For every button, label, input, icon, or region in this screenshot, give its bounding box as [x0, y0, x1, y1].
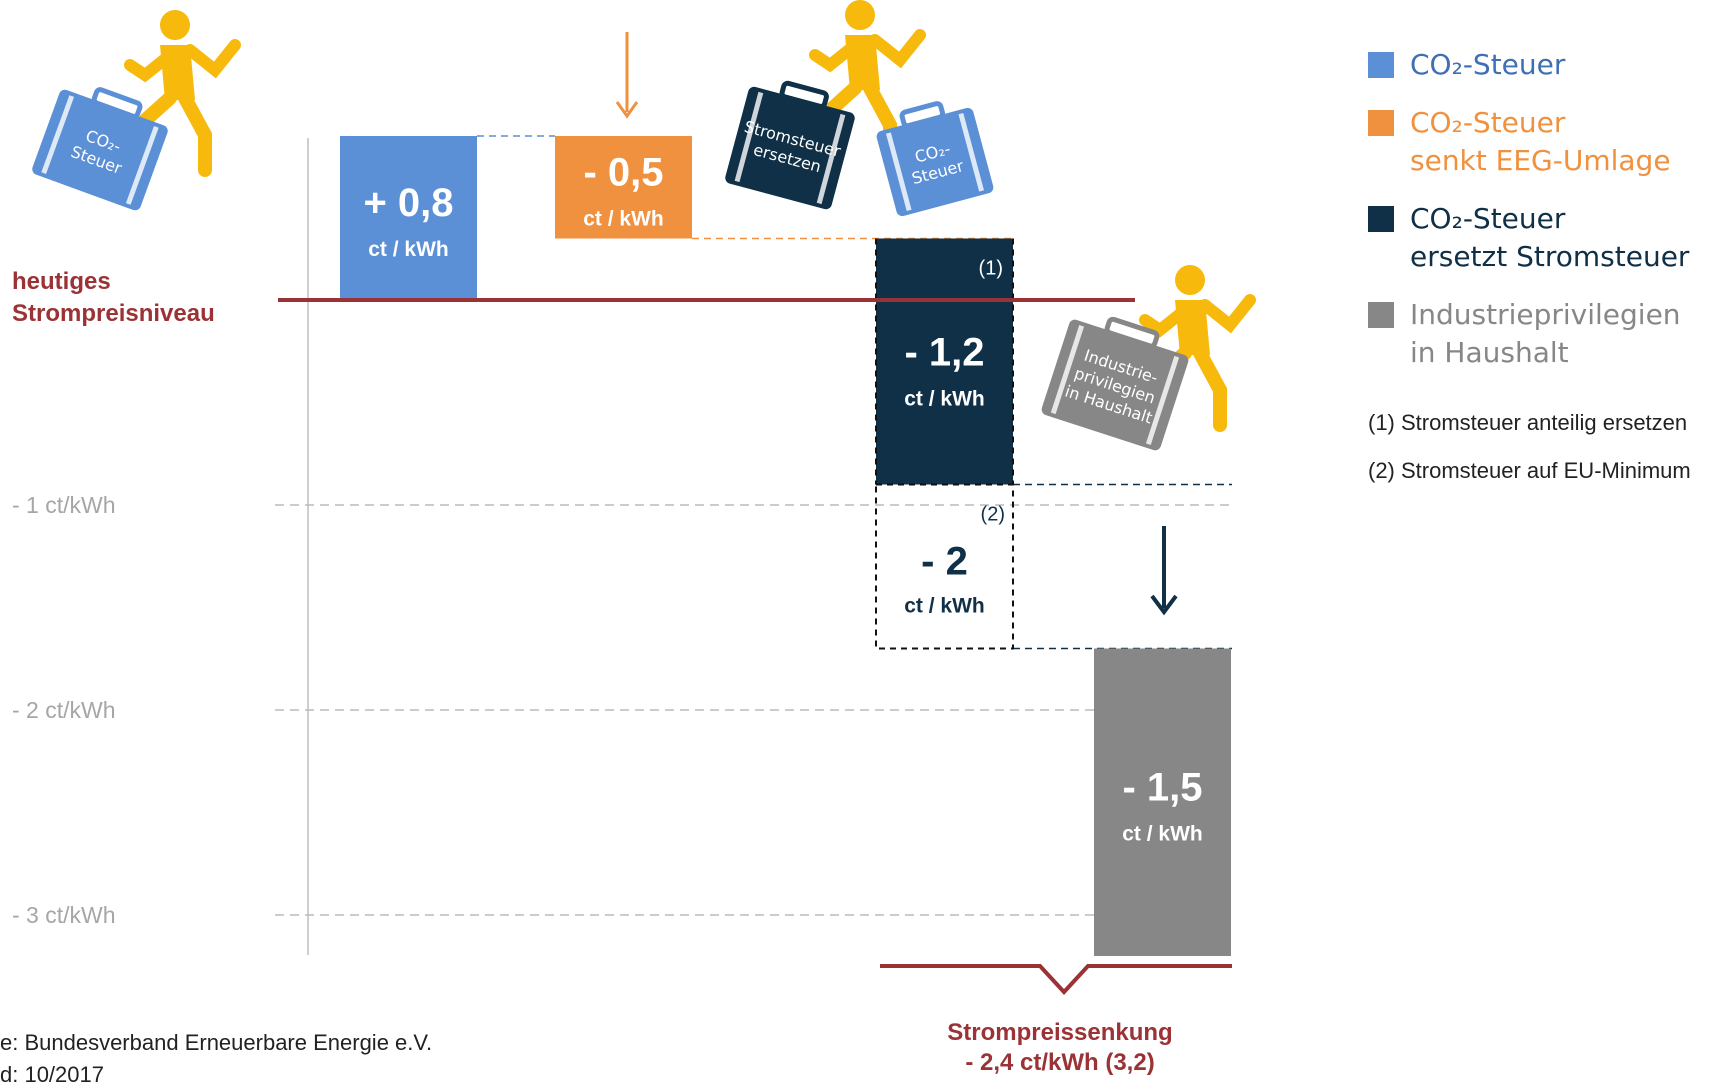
- bar-value-label: + 0,8: [363, 181, 453, 225]
- arrow-navy-head: [1150, 594, 1178, 616]
- source-line: e: Bundesverband Erneuerbare Energie e.V…: [0, 1030, 433, 1055]
- footnotes: (1) Stromsteuer anteilig ersetzen (2) St…: [1368, 410, 1691, 506]
- legend-text: CO₂-Steuer: [1410, 106, 1566, 139]
- footnote-1: (1) Stromsteuer anteilig ersetzen: [1368, 410, 1688, 435]
- bar-value-label: - 1,5: [1122, 765, 1202, 809]
- bar-unit-label: ct / kWh: [368, 238, 449, 261]
- legend-text: Industrieprivilegien: [1410, 298, 1681, 331]
- legend-text: CO₂-Steuer: [1410, 202, 1566, 235]
- bar-unit-label: ct / kWh: [583, 207, 664, 230]
- bar-value-label: - 1,2: [904, 331, 984, 375]
- reference-label-line-1: heutiges: [12, 268, 111, 295]
- stromsteuer-suitcase-icon: [725, 80, 855, 210]
- bar-0: [340, 136, 477, 300]
- legend-item-eeg: CO₂-Steuer senkt EEG-Umlage: [1368, 104, 1728, 180]
- reference-label-line-2: Strompreisniveau: [12, 300, 215, 327]
- legend-item-co2-tax: CO₂-Steuer: [1368, 46, 1728, 84]
- total-title: Strompreissenkung: [947, 1019, 1173, 1046]
- bar-dashed-eu-minimum: [875, 483, 1014, 650]
- bar-unit-label: ct / kWh: [904, 595, 985, 618]
- footnote-2: (2) Stromsteuer auf EU-Minimum: [1368, 458, 1691, 483]
- legend-item-industry: Industrieprivilegien in Haushalt: [1368, 296, 1728, 372]
- legend-item-stromsteuer: CO₂-Steuer ersetzt Stromsteuer: [1368, 200, 1728, 276]
- bar-note: (2): [981, 504, 1005, 526]
- legend-text: CO₂-Steuer: [1410, 48, 1566, 81]
- industry-suitcase-icon: [1041, 316, 1189, 451]
- bar-value-label: - 0,5: [583, 150, 663, 194]
- legend-text: ersetzt Stromsteuer: [1410, 240, 1690, 273]
- bar-unit-label: ct / kWh: [904, 388, 985, 411]
- legend-swatch-orange: [1368, 110, 1394, 136]
- y-tick-label: - 2 ct/kWh: [12, 697, 116, 723]
- legend-swatch-navy: [1368, 206, 1394, 232]
- legend-swatch-blue: [1368, 52, 1394, 78]
- legend-text: senkt EEG-Umlage: [1410, 144, 1671, 177]
- bar-2: [876, 238, 1013, 485]
- y-tick-label: - 1 ct/kWh: [12, 492, 116, 518]
- total-label: Strompreissenkung - 2,4 ct/kWh (3,2): [880, 1018, 1240, 1078]
- bar-value-label: - 2: [921, 540, 968, 584]
- co2-suitcase-icon: [876, 101, 994, 217]
- bar-unit-label: ct / kWh: [1122, 822, 1203, 845]
- bar-4: [1094, 648, 1231, 956]
- date-line: d: 10/2017: [0, 1062, 104, 1087]
- bar-note: (1): [979, 258, 1003, 280]
- co2-suitcase-icon: [32, 87, 168, 211]
- arrow-orange-head: [615, 101, 639, 119]
- reference-label: heutiges Strompreisniveau: [12, 266, 215, 330]
- y-tick-label: - 3 ct/kWh: [12, 902, 116, 928]
- total-bracket: [880, 964, 1232, 995]
- legend: CO₂-Steuer CO₂-Steuer senkt EEG-Umlage C…: [1368, 46, 1728, 392]
- total-value: - 2,4 ct/kWh (3,2): [965, 1049, 1155, 1076]
- legend-swatch-gray: [1368, 302, 1394, 328]
- bar-1: [555, 136, 692, 239]
- legend-text: in Haushalt: [1410, 336, 1569, 369]
